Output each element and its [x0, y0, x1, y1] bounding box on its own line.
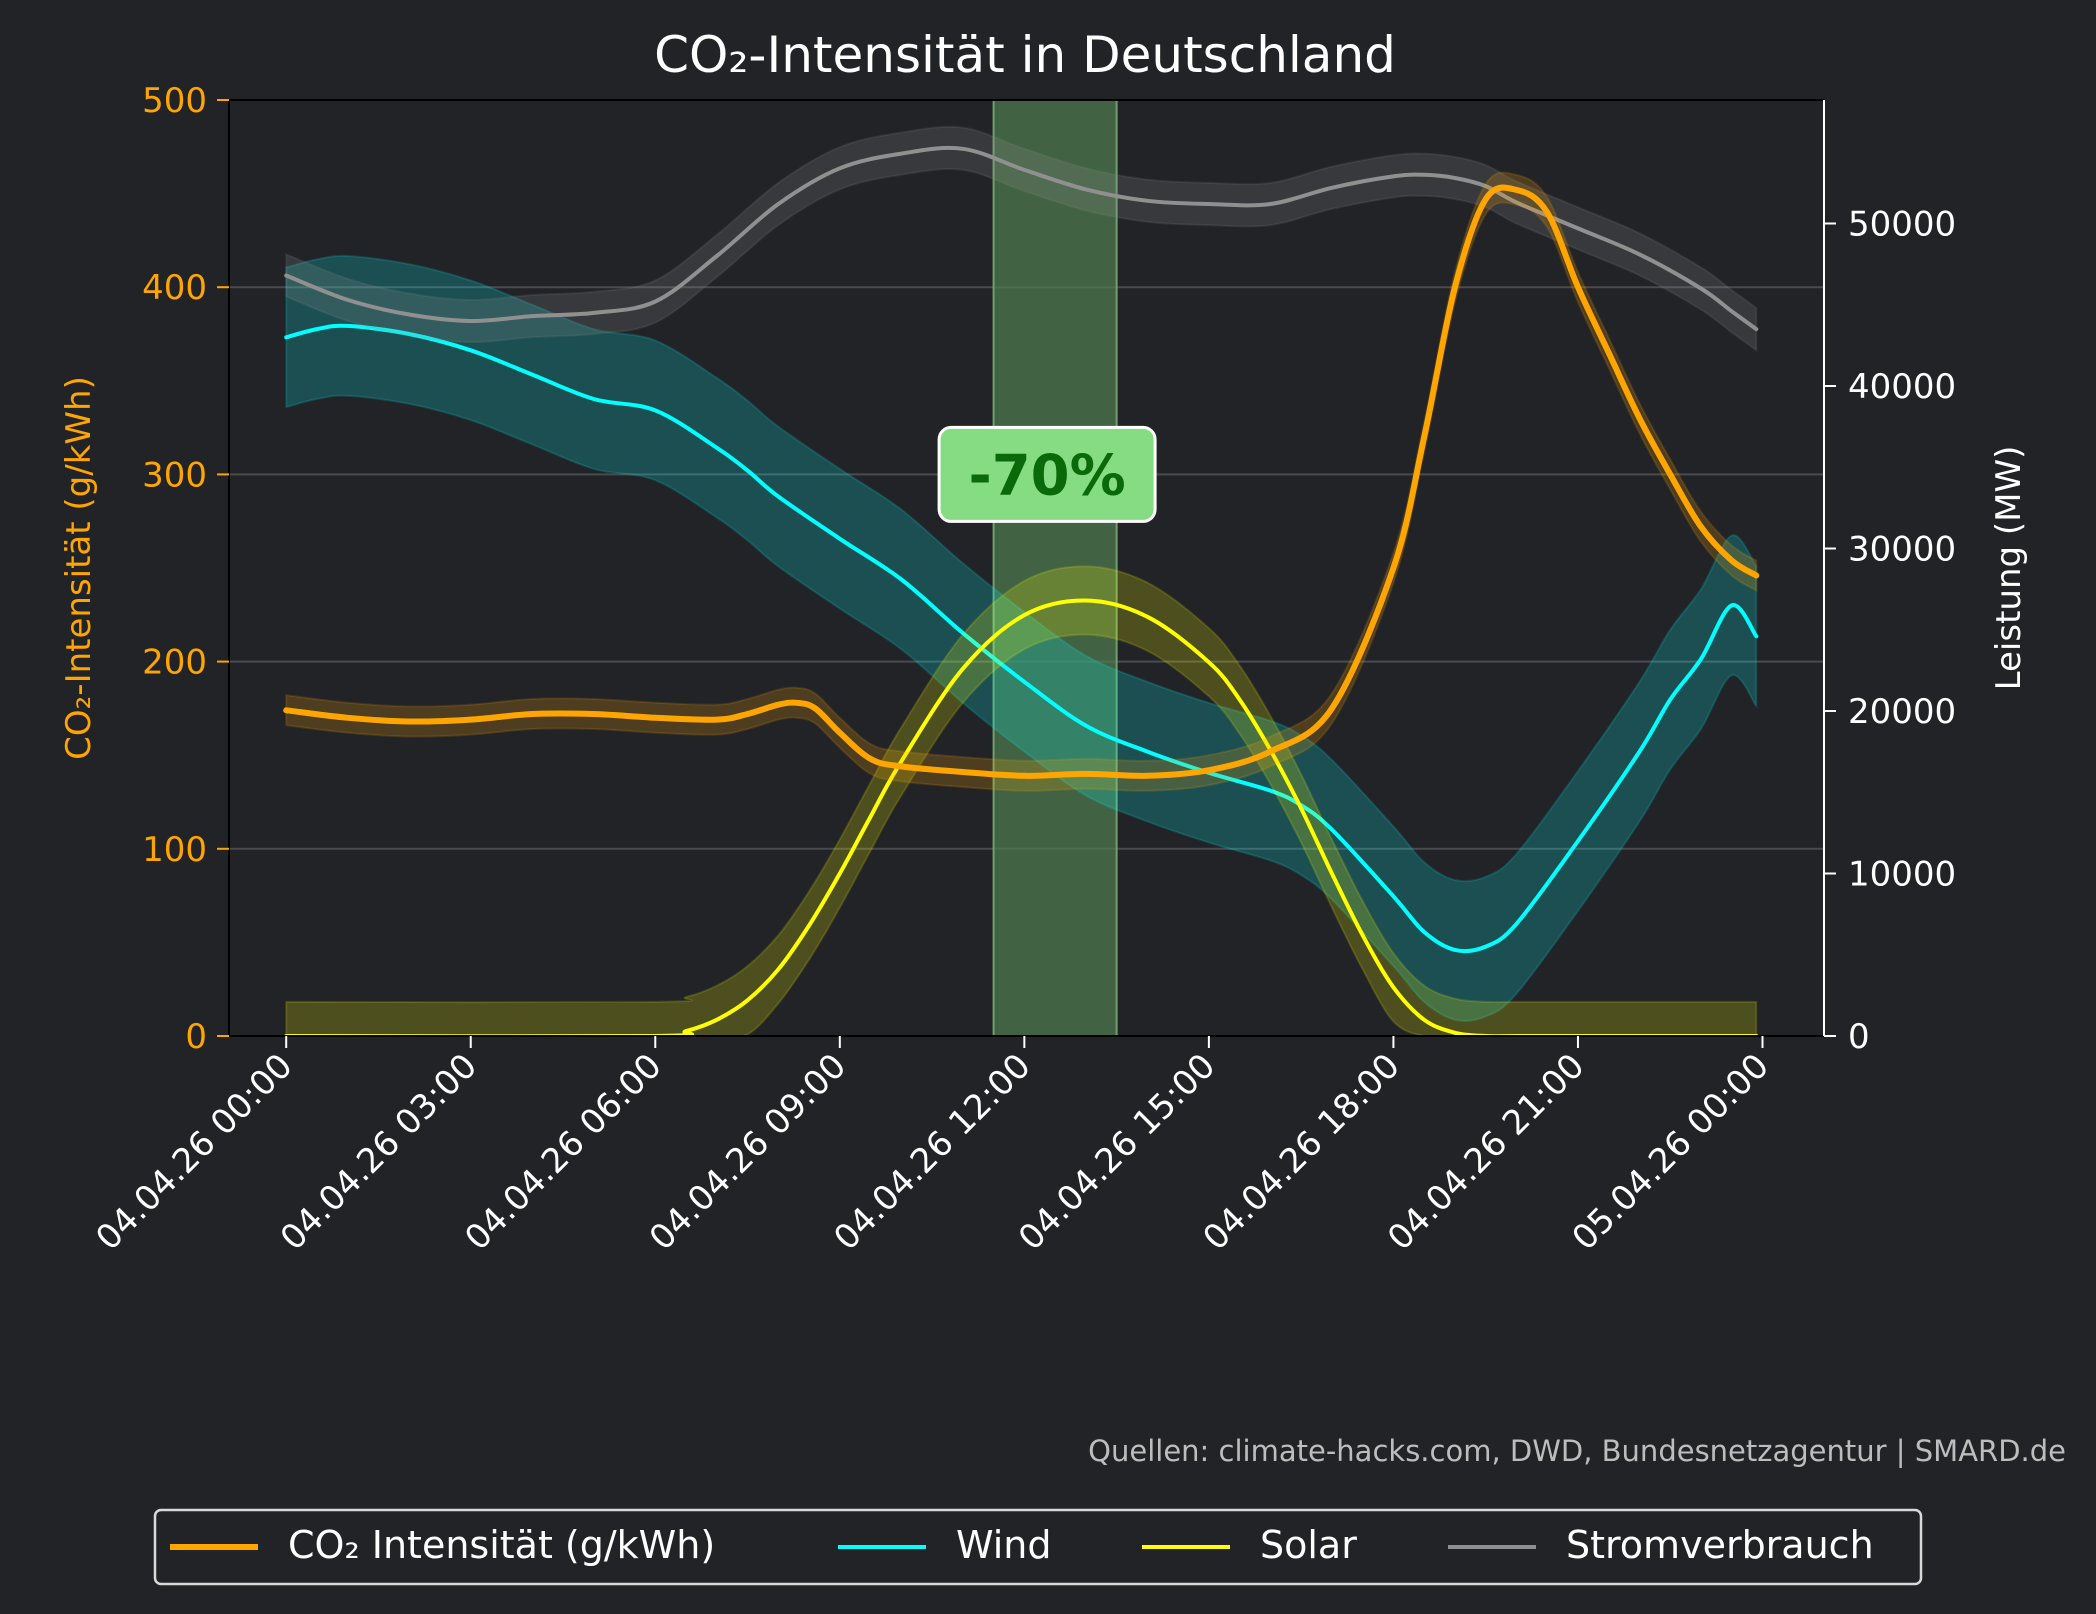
legend-label-wind: Wind	[956, 1523, 1052, 1567]
series-band-solar	[285, 565, 1758, 1036]
reduction-annotation: -70%	[937, 425, 1157, 523]
left-y-tick-label: 300	[142, 455, 207, 495]
series-band-stromverbrauch	[285, 125, 1758, 353]
legend: CO₂ Intensität (g/kWh) Wind Solar Stromverb…	[153, 1508, 1923, 1586]
legend-label-co2: CO₂ Intensität (g/kWh)	[288, 1523, 715, 1567]
right-y-tick-label: 20000	[1848, 692, 1956, 732]
left-y-tick-label: 500	[142, 81, 207, 121]
x-tick-label: 04.04.26 06:00	[457, 1046, 669, 1258]
right-y-tick-label: 0	[1848, 1017, 1870, 1057]
x-tick-label: 04.04.26 09:00	[642, 1046, 854, 1258]
left-y-tick-label: 200	[142, 643, 207, 683]
legend-label-solar: Solar	[1260, 1523, 1357, 1567]
chart-title: CO₂-Intensität in Deutschland	[654, 26, 1396, 84]
series-line-wind	[284, 323, 1759, 954]
series-layer	[283, 125, 1760, 1036]
series-band-co2	[285, 171, 1758, 792]
x-tick-label: 04.04.26 15:00	[1011, 1046, 1223, 1258]
left-y-tick-label: 0	[185, 1017, 207, 1057]
x-tick-label: 04.04.26 00:00	[88, 1046, 300, 1258]
right-axis-label: Leistung (MW)	[1989, 446, 2029, 691]
x-tick-label: 05.04.26 00:00	[1565, 1046, 1777, 1258]
legend-frame	[153, 1508, 1923, 1586]
x-tick-label: 04.04.26 21:00	[1380, 1046, 1592, 1258]
right-y-tick-label: 40000	[1848, 367, 1956, 407]
x-tick-label: 04.04.26 03:00	[273, 1046, 485, 1258]
legend-label-stromverbrauch: Stromverbrauch	[1566, 1523, 1874, 1567]
x-tick-label: 04.04.26 12:00	[826, 1046, 1038, 1258]
series-line-solar	[284, 598, 1759, 1036]
right-y-tick-label: 30000	[1848, 530, 1956, 570]
right-y-tick-label: 10000	[1848, 855, 1956, 895]
reduction-annotation-box	[937, 425, 1157, 523]
source-note: Quellen: climate-hacks.com, DWD, Bundesn…	[1088, 1434, 2066, 1468]
reduction-annotation-label: -70%	[968, 443, 1125, 508]
x-tick-label: 04.04.26 18:00	[1195, 1046, 1407, 1258]
left-axis-label: CO₂-Intensität (g/kWh)	[59, 376, 99, 760]
series-band-wind	[285, 254, 1758, 1022]
left-y-tick-label: 100	[142, 830, 207, 870]
left-y-tick-label: 400	[142, 268, 207, 308]
right-y-tick-label: 50000	[1848, 205, 1956, 245]
series-line-co2	[283, 184, 1760, 779]
